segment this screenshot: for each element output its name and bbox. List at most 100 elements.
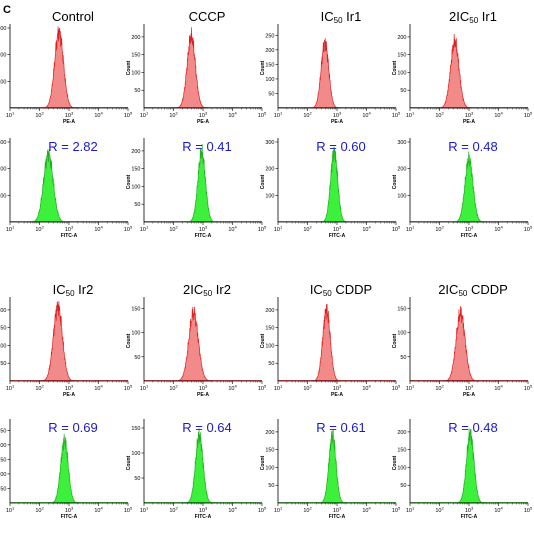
x-tick-label: 104	[228, 384, 237, 393]
y-tick-label: 100	[131, 184, 140, 190]
x-tick-label: 101	[274, 506, 283, 515]
x-tick-label: 104	[494, 384, 503, 393]
x-tick-label: 105	[258, 225, 267, 234]
histogram-area	[319, 146, 349, 223]
y-tick-label: 100	[131, 331, 140, 337]
x-axis-label: PE-A	[63, 119, 75, 125]
y-tick-label: 150	[131, 167, 140, 173]
y-tick-label: 100	[0, 472, 7, 478]
y-axis-label: Count	[260, 60, 266, 75]
x-tick-label: 104	[494, 225, 503, 234]
histogram-pe-2ic50-cddp: 101 102 103 104 105 PE-A 50 100 150 Count	[392, 297, 533, 398]
histogram-pe-ic50-ir1: 101 102 103 104 105 PE-A 50 100 150 200 250 Count	[260, 24, 401, 125]
histogram-area	[318, 428, 347, 504]
y-tick-label: 100	[0, 343, 7, 349]
histogram-area	[311, 303, 342, 382]
x-axis-label: PE-A	[331, 392, 343, 398]
y-tick-label: 150	[0, 326, 7, 332]
histogram-fitc-2ic50-ir2: 101 102 103 104 105 FITC-A 50 100 150 Count	[126, 419, 267, 520]
x-tick-label: 105	[124, 111, 133, 120]
histogram-pe-2ic50-ir1: 101 102 103 104 105 PE-A 50 100 150 200 Count	[392, 24, 533, 125]
y-tick-label: 300	[265, 140, 274, 146]
y-tick-label: 100	[0, 79, 7, 85]
histogram-area	[442, 306, 480, 382]
y-tick-label: 50	[268, 361, 274, 367]
y-tick-label: 300	[0, 26, 7, 32]
x-tick-label: 102	[303, 111, 312, 120]
x-tick-label: 104	[494, 111, 503, 120]
y-axis-label: Count	[392, 60, 398, 75]
x-tick-label: 103	[465, 225, 474, 234]
histogram-pe-ic50-cddp: 101 102 103 104 105 PE-A 50 100 150 200 Count	[260, 297, 401, 398]
x-tick-label: 101	[6, 225, 15, 234]
histogram-fitc-control: 101 102 103 104 105 FITC-A 100 200 300 Count	[0, 138, 133, 239]
ratio-label: R = 0.48	[448, 420, 498, 435]
x-tick-label: 104	[94, 384, 103, 393]
y-tick-label: 150	[131, 53, 140, 59]
condition-title: Control	[52, 9, 94, 24]
x-axis-label: FITC-A	[329, 514, 346, 520]
x-tick-label: 102	[35, 111, 44, 120]
y-tick-label: 150	[265, 448, 274, 454]
x-axis-label: PE-A	[331, 119, 343, 125]
histogram-fitc-cccp: 101 102 103 104 105 FITC-A 50 100 150 200 Count	[126, 138, 267, 239]
x-tick-label: 104	[494, 506, 503, 515]
x-tick-label: 105	[258, 111, 267, 120]
x-tick-label: 105	[524, 225, 533, 234]
x-tick-label: 103	[465, 384, 474, 393]
x-tick-label: 105	[124, 384, 133, 393]
x-tick-label: 101	[274, 225, 283, 234]
x-tick-label: 105	[524, 506, 533, 515]
histogram-pe-control: 101 102 103 104 105 PE-A 100 200 300 Count	[0, 24, 133, 125]
x-tick-label: 103	[333, 111, 342, 120]
y-tick-label: 100	[131, 70, 140, 76]
x-tick-label: 102	[435, 506, 444, 515]
y-tick-label: 200	[397, 167, 406, 173]
y-axis-label: Count	[392, 174, 398, 189]
y-tick-label: 200	[265, 167, 274, 173]
x-axis-label: FITC-A	[61, 233, 78, 239]
x-tick-label: 103	[199, 384, 208, 393]
x-tick-label: 101	[6, 506, 15, 515]
y-tick-label: 50	[134, 88, 140, 94]
x-tick-label: 103	[65, 225, 74, 234]
histogram-area	[39, 300, 77, 382]
y-tick-label: 50	[400, 88, 406, 94]
x-tick-label: 101	[274, 111, 283, 120]
y-tick-label: 50	[268, 483, 274, 489]
x-tick-label: 104	[94, 506, 103, 515]
y-tick-label: 100	[397, 193, 406, 199]
y-tick-label: 150	[397, 53, 406, 59]
y-tick-label: 150	[131, 426, 140, 432]
y-tick-label: 100	[0, 193, 7, 199]
y-axis-label: Count	[260, 174, 266, 189]
y-axis-label: Count	[126, 333, 132, 348]
y-tick-label: 250	[265, 33, 274, 39]
x-tick-label: 101	[6, 384, 15, 393]
histogram-fitc-2ic50-cddp: 101 102 103 104 105 FITC-A 50 100 150 200 Count	[392, 419, 533, 520]
ratio-label: R = 0.48	[448, 139, 498, 154]
x-tick-label: 103	[199, 225, 208, 234]
condition-title: IC50 CDDP	[309, 282, 373, 299]
ratio-label: R = 0.64	[182, 420, 232, 435]
x-tick-label: 102	[35, 506, 44, 515]
x-axis-label: PE-A	[463, 119, 475, 125]
x-tick-label: 102	[435, 111, 444, 120]
histogram-area	[309, 38, 341, 109]
panel-letter: C	[3, 4, 11, 16]
x-tick-label: 102	[303, 225, 312, 234]
x-tick-label: 101	[274, 384, 283, 393]
y-tick-label: 50	[0, 361, 6, 367]
x-axis-label: FITC-A	[195, 514, 212, 520]
x-axis-label: FITC-A	[61, 514, 78, 520]
histogram-area	[454, 428, 486, 504]
histogram-area	[186, 143, 218, 223]
x-tick-label: 103	[465, 111, 474, 120]
x-tick-label: 104	[228, 225, 237, 234]
x-tick-label: 104	[362, 225, 371, 234]
histogram-area	[174, 27, 209, 109]
histogram-pe-cccp: 101 102 103 104 105 PE-A 50 100 150 200 Count	[126, 24, 267, 125]
ratio-label: R = 0.41	[182, 139, 232, 154]
x-tick-label: 104	[228, 111, 237, 120]
ratio-label: R = 0.60	[316, 139, 366, 154]
